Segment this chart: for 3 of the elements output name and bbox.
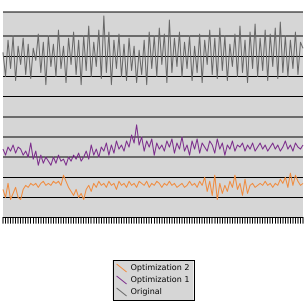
legend-label: Optimization 1 xyxy=(130,275,190,284)
legend-label: Optimization 2 xyxy=(130,263,190,272)
legend-label: Original xyxy=(130,287,162,296)
